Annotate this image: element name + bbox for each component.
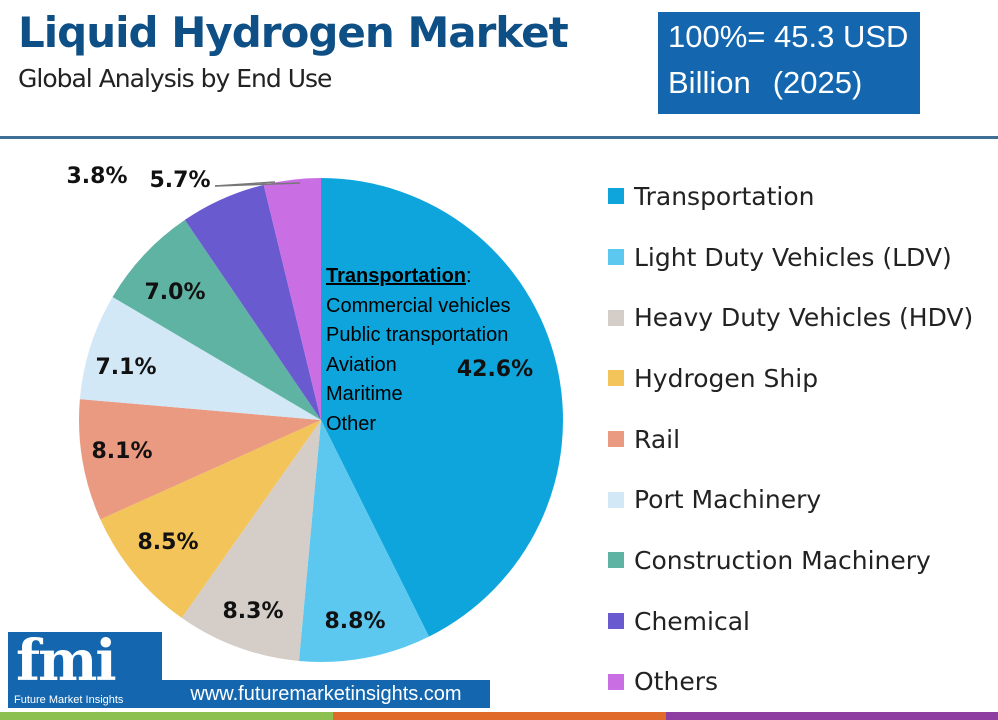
website-url[interactable]: www.futuremarketinsights.com <box>162 680 490 708</box>
legend-swatch <box>608 491 624 508</box>
data-label: 42.6% <box>457 357 533 382</box>
annotation-item: Other <box>326 412 377 435</box>
legend-label: Others <box>634 667 719 697</box>
legend-label: Port Machinery <box>634 485 822 515</box>
legend-item: Heavy Duty Vehicles (HDV) <box>608 287 973 348</box>
legend-item: Port Machinery <box>608 469 973 530</box>
annotation-item: Maritime <box>326 383 403 405</box>
pie-slice-hydrogen-ship <box>100 420 322 618</box>
annotation-colon: : <box>466 265 472 287</box>
legend-label: Light Duty Vehicles (LDV) <box>634 242 952 272</box>
legend-item: Construction Machinery <box>608 530 973 591</box>
pie-slice-rail <box>78 399 321 520</box>
data-label: 8.1% <box>91 439 152 464</box>
legend-swatch <box>608 613 624 630</box>
pie-slice-transportation <box>321 178 563 637</box>
legend-swatch <box>608 188 624 205</box>
legend-swatch <box>608 249 624 266</box>
data-label: 8.5% <box>137 530 198 555</box>
data-label: 8.3% <box>222 599 283 624</box>
legend-label: Heavy Duty Vehicles (HDV) <box>634 303 974 333</box>
market-total-box: 100%= 45.3 USD Billion (2025) <box>658 12 920 114</box>
page-subtitle: Global Analysis by End Use <box>18 64 332 93</box>
footer-strip-orange <box>333 712 666 720</box>
pie-slice-others <box>263 178 321 420</box>
legend-item: Others <box>608 652 973 713</box>
chart-legend: Transportation Light Duty Vehicles (LDV) H… <box>608 166 973 712</box>
pie-slice-light-duty-vehicles-ldv <box>298 420 429 662</box>
data-label: 7.1% <box>95 355 156 380</box>
data-label: 7.0% <box>144 280 205 305</box>
leader-line <box>214 182 301 187</box>
footer-strip-green <box>0 712 333 720</box>
legend-swatch <box>608 431 624 448</box>
legend-item: Light Duty Vehicles (LDV) <box>608 227 973 288</box>
pie-slice-heavy-duty-vehicles-hdv <box>181 420 321 661</box>
legend-swatch <box>608 673 624 690</box>
pie-slice-port-machinery <box>79 297 321 420</box>
transportation-annotation: Transportation: Commercial vehicles Publ… <box>326 262 511 439</box>
pie-slice-chemical <box>184 184 321 420</box>
legend-swatch <box>608 552 624 569</box>
legend-label: Hydrogen Ship <box>634 363 819 393</box>
legend-label: Transportation <box>634 181 815 211</box>
legend-item: Hydrogen Ship <box>608 348 973 409</box>
fmi-logo: fmi Future Market Insights <box>8 628 162 708</box>
annotation-heading: Transportation <box>326 265 467 287</box>
legend-swatch <box>608 370 624 387</box>
divider <box>0 136 998 139</box>
page-title: Liquid Hydrogen Market <box>18 8 569 57</box>
total-year: (2025) <box>772 65 863 100</box>
legend-label: Chemical <box>634 606 750 636</box>
legend-item: Chemical <box>608 591 973 652</box>
footer-strip-purple <box>666 712 998 720</box>
annotation-item: Aviation <box>326 353 397 376</box>
legend-label: Rail <box>634 424 681 454</box>
legend-label: Construction Machinery <box>634 545 931 575</box>
total-line2: Billion <box>668 65 751 100</box>
legend-item: Transportation <box>608 166 973 227</box>
data-label: 5.7% <box>149 168 210 193</box>
legend-swatch <box>608 309 624 326</box>
annotation-item: Public transportation <box>326 324 509 346</box>
annotation-item: Commercial vehicles <box>326 294 511 317</box>
data-label: 8.8% <box>324 609 385 634</box>
logo-subtext: Future Market Insights <box>14 694 124 706</box>
pie-slice-construction-machinery <box>112 219 322 420</box>
data-label: 3.8% <box>66 164 127 189</box>
legend-item: Rail <box>608 409 973 470</box>
total-line1: 100%= 45.3 USD <box>668 19 909 54</box>
